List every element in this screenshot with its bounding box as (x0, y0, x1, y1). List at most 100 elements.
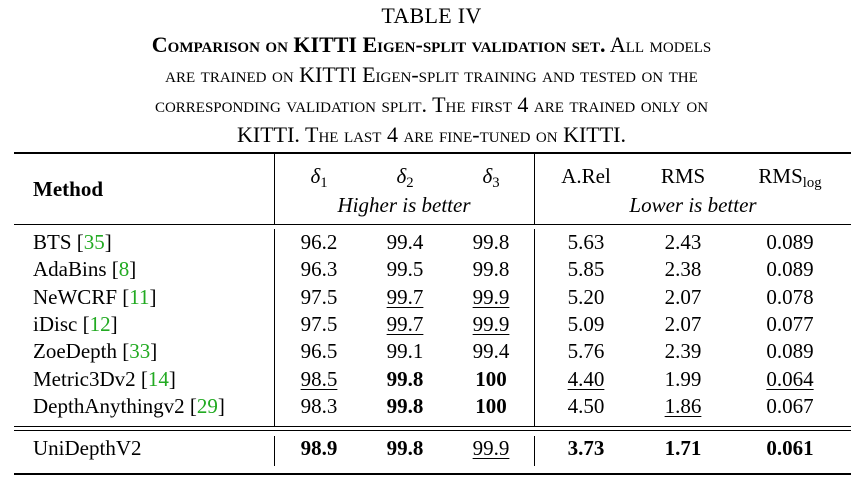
header-separator-left (274, 154, 275, 224)
caption-line-2: are trained on KITTI Eigen-split trainin… (165, 62, 698, 87)
table-row-7-delta1: 98.3 (300, 393, 338, 418)
table-row-2-delta1: 96.3 (300, 257, 338, 282)
table-row-final-delta2: 99.8 (386, 436, 424, 460)
table-row-7-delta3: 100 (475, 393, 507, 418)
table-row-4-rms: 2.07 (664, 311, 702, 336)
table-row-final-rms-log: 0.061 (766, 436, 814, 460)
method-name: DepthAnythingv2 (33, 393, 185, 418)
method-name: BTS (33, 230, 72, 254)
table-row-2-rms-log: 0.089 (766, 257, 814, 282)
body-separator-right (534, 229, 535, 426)
lower-is-better-label: Lower is better (629, 193, 757, 217)
header-symbol: RMS (660, 164, 706, 188)
header-symbol: RMS (758, 164, 803, 188)
citation-link[interactable]: 35 (83, 230, 105, 254)
header-symbol: δ (482, 164, 493, 188)
header-symbol: δ (310, 164, 321, 188)
header-subscript: 3 (492, 175, 500, 191)
table-label: TABLE IV (381, 3, 482, 28)
method-name: iDisc (33, 311, 78, 336)
citation-link[interactable]: 29 (196, 393, 218, 418)
table-row-4-rms-log: 0.077 (766, 311, 814, 336)
table-row-final-method: UniDepthV2 (33, 435, 142, 461)
table-row-final-rms: 1.71 (664, 436, 702, 460)
table-row-final-delta3: 99.9 (472, 436, 510, 460)
table-row-7-abs-rel: 4.50 (567, 393, 605, 418)
table-row-1-delta2: 99.4 (386, 230, 424, 254)
final-separator-right (534, 436, 535, 466)
method-name: Metric3Dv2 (33, 366, 136, 391)
caption-text: All models (609, 32, 712, 57)
table-row-7-rms: 1.86 (664, 393, 702, 418)
table-row-1-delta3: 99.8 (472, 230, 510, 254)
table-row-7-delta2: 99.8 (386, 393, 424, 418)
header-symbol: δ (396, 164, 407, 188)
table-row-1-rms: 2.43 (664, 230, 702, 254)
table-row-5-rms-log: 0.089 (766, 339, 814, 364)
method-name: UniDepthV2 (33, 436, 142, 460)
final-row-rule-bottom (14, 430, 851, 431)
table-row-7-rms-log: 0.067 (766, 393, 814, 418)
table-row-2-rms: 2.38 (664, 257, 702, 282)
table-row-6-delta2: 99.8 (386, 366, 424, 391)
table-row-2-delta3: 99.8 (472, 257, 510, 282)
method-name: ZoeDepth (33, 339, 117, 364)
table-row-4-method: iDisc [12] (33, 311, 118, 336)
caption-bold-title: Comparison on KITTI Eigen-split validati… (151, 32, 606, 57)
table-row-1-abs-rel: 5.63 (567, 230, 605, 254)
table-row-3-delta2: 99.7 (386, 284, 424, 309)
citation-link[interactable]: 11 (129, 284, 150, 309)
table-row-5-delta3: 99.4 (472, 339, 510, 364)
table-row-2-method: AdaBins [8] (33, 257, 137, 282)
table-row-4-abs-rel: 5.09 (567, 311, 605, 336)
table-row-5-method: ZoeDepth [33] (33, 339, 158, 364)
top-rule (14, 152, 851, 154)
final-separator-left (274, 436, 275, 466)
caption-line-1: Comparison on KITTI Eigen-split validati… (0, 30, 863, 60)
table-row-5-rms: 2.39 (664, 339, 702, 364)
table-row-6-delta3: 100 (475, 366, 507, 391)
table-row-final-delta1: 98.9 (300, 436, 338, 460)
citation-link[interactable]: 33 (129, 339, 151, 364)
header-delta1: δ1 (310, 163, 328, 191)
header-delta2: δ2 (396, 163, 414, 191)
table-row-6-rms-log: 0.064 (766, 366, 814, 391)
header-symbol: A.Rel (561, 164, 611, 188)
table-row-6-rms: 1.99 (664, 366, 702, 391)
table-row-5-delta1: 96.5 (300, 339, 338, 364)
table-row-final-abs-rel: 3.73 (567, 436, 605, 460)
method-name: AdaBins (33, 257, 107, 282)
header-delta3: δ3 (482, 163, 500, 191)
bottom-rule (14, 473, 851, 475)
higher-is-better-label: Higher is better (337, 193, 471, 217)
table-row-2-abs-rel: 5.85 (567, 257, 605, 282)
table-row-1-delta1: 96.2 (300, 230, 338, 254)
table-caption: TABLE IV Comparison on KITTI Eigen-split… (0, 2, 863, 150)
caption-line-3: corresponding validation split. The firs… (154, 92, 709, 117)
table-row-2-delta2: 99.5 (386, 257, 424, 282)
table-row-3-delta1: 97.5 (300, 284, 338, 309)
header-subscript: log (802, 175, 822, 191)
table-row-3-delta3: 99.9 (472, 284, 510, 309)
table-row-5-abs-rel: 5.76 (567, 339, 605, 364)
citation-link[interactable]: 12 (89, 311, 111, 336)
header-rule (14, 224, 851, 225)
header-separator-right (534, 154, 535, 224)
table-row-3-abs-rel: 5.20 (567, 284, 605, 309)
header-subscript: 2 (406, 175, 414, 191)
header-abs-rel: A.Rel (561, 163, 611, 189)
table-row-5-delta2: 99.1 (386, 339, 424, 364)
body-separator-left (274, 229, 275, 426)
caption-line-4: KITTI. The last 4 are fine-tuned on KITT… (236, 122, 627, 147)
table-row-1-method: BTS [35] (33, 230, 112, 254)
final-row-rule-top (14, 426, 851, 427)
header-rms-log: RMSlog (758, 163, 822, 191)
table-row-3-method: NeWCRF [11] (33, 284, 157, 309)
header-subscript: 1 (320, 175, 328, 191)
table-row-6-abs-rel: 4.40 (567, 366, 605, 391)
method-name: NeWCRF (33, 284, 117, 309)
table-row-4-delta1: 97.5 (300, 311, 338, 336)
citation-link[interactable]: 14 (147, 366, 169, 391)
citation-link[interactable]: 8 (118, 257, 130, 282)
table-row-3-rms: 2.07 (664, 284, 702, 309)
